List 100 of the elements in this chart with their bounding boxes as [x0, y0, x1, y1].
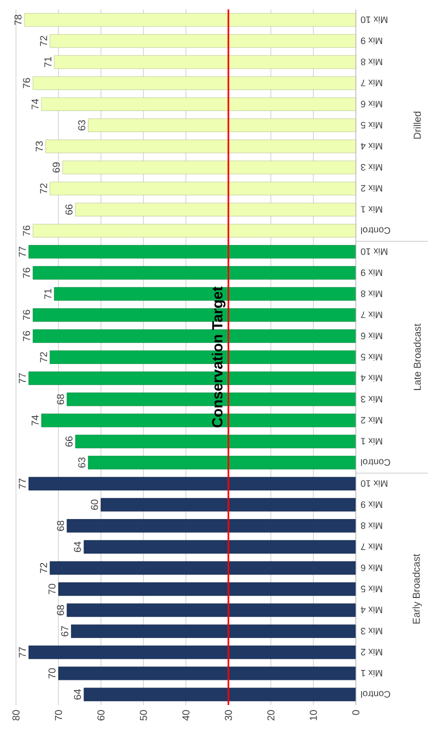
bar	[46, 140, 356, 154]
y-tick-label: Control	[361, 691, 390, 698]
bar	[75, 202, 356, 216]
data-label: 64	[74, 689, 82, 700]
bar	[66, 519, 356, 533]
bar	[32, 224, 356, 238]
x-tick-label: 70	[55, 710, 62, 720]
y-tick-label: Mix 4	[360, 606, 382, 614]
y-tick-label: Mix 8	[361, 58, 382, 66]
y-tick-label: Mix 3	[361, 164, 382, 171]
data-label: 77	[19, 647, 26, 658]
data-label: 76	[23, 330, 30, 342]
y-tick-label: Mix 10	[360, 480, 388, 488]
data-label: 68	[57, 605, 64, 616]
y-tick-label: Control	[361, 227, 390, 234]
bar	[75, 434, 356, 448]
data-label: 71	[44, 56, 52, 68]
bar	[41, 97, 356, 111]
y-tick-label: Mix 1	[361, 206, 382, 213]
y-tick-label: Mix 8	[361, 522, 382, 530]
bar	[28, 476, 356, 490]
y-tick-label: Mix 5	[361, 354, 382, 361]
data-label: 72	[40, 183, 48, 194]
data-label: 66	[66, 204, 73, 215]
y-tick-label: Mix 5	[361, 586, 382, 592]
y-tick-label: Mix 1	[361, 670, 382, 677]
bar	[24, 13, 356, 27]
y-tick-label: Mix 7	[361, 312, 382, 318]
data-label: 71	[44, 288, 52, 299]
y-tick-label: Mix 7	[361, 80, 382, 86]
bar	[32, 76, 356, 90]
y-tick-label: Mix 9	[361, 501, 382, 508]
y-tick-label: Mix 2	[361, 185, 382, 192]
data-label: 78	[14, 14, 22, 25]
data-label: 63	[78, 120, 86, 130]
data-label: 77	[19, 373, 26, 384]
x-tick-label: 0	[352, 710, 360, 715]
bar	[88, 456, 356, 470]
y-tick-label: Mix 8	[361, 290, 382, 298]
bar	[71, 624, 356, 638]
data-label: 73	[36, 141, 43, 152]
y-tick-label: Control	[361, 459, 390, 466]
y-tick-label: Mix 4	[360, 142, 382, 150]
y-tick-label: Mix 2	[361, 417, 382, 424]
y-tick-label: Mix 6	[361, 564, 382, 572]
data-label: 76	[23, 226, 30, 236]
data-label: 77	[19, 478, 26, 489]
bar	[66, 603, 356, 617]
bar	[100, 498, 356, 512]
data-label: 77	[19, 246, 26, 257]
data-label: 69	[52, 162, 60, 172]
bar	[88, 118, 356, 132]
data-label: 70	[48, 668, 56, 678]
bar	[50, 561, 356, 575]
bar	[50, 182, 356, 196]
data-label: 64	[74, 542, 82, 552]
data-label: 66	[66, 436, 73, 447]
x-tick-label: 50	[140, 710, 148, 720]
bar	[54, 55, 356, 69]
y-tick-label: Mix 7	[361, 544, 382, 550]
x-tick-label: 80	[12, 710, 20, 720]
bar	[32, 266, 356, 280]
data-label: 74	[32, 415, 39, 426]
y-tick-label: Mix 6	[361, 332, 382, 340]
data-label: 68	[57, 520, 64, 531]
text: Drilled	[414, 112, 421, 139]
data-label: 76	[23, 310, 30, 320]
y-tick-label: Mix 10	[360, 16, 388, 24]
ref-line-label: Conservation Target	[212, 286, 226, 428]
y-tick-label: Mix 4	[360, 374, 382, 382]
data-label: 60	[91, 500, 98, 510]
data-label: 72	[40, 562, 48, 574]
bar	[84, 688, 356, 702]
y-tick-label: Mix 6	[361, 100, 382, 108]
data-label: 72	[40, 352, 48, 362]
text: Early Broadcast	[412, 554, 422, 624]
data-label: 63	[78, 457, 86, 468]
y-tick-label: Mix 3	[361, 628, 382, 635]
bar	[58, 582, 356, 596]
x-tick-label: 40	[182, 710, 190, 721]
x-tick-label: 20	[267, 710, 275, 720]
text: Late Broadcast	[414, 324, 421, 390]
data-label: 72	[40, 36, 48, 46]
y-tick-label: Mix 1	[361, 438, 382, 445]
x-tick-label: 30	[224, 710, 232, 720]
y-tick-label: Mix 3	[361, 396, 382, 403]
data-label: 68	[57, 394, 64, 404]
data-label: 76	[23, 268, 30, 278]
bar	[58, 666, 356, 680]
bar	[62, 160, 356, 174]
data-label: 74	[32, 98, 39, 110]
data-label: 67	[61, 626, 68, 636]
y-tick-label: Mix 10	[360, 248, 388, 256]
data-label: 76	[23, 78, 30, 88]
x-tick-label: 10	[310, 710, 317, 720]
bar	[28, 245, 356, 259]
y-tick-label: Mix 9	[361, 38, 382, 44]
y-tick-label: Mix 5	[361, 122, 382, 129]
bar	[28, 646, 356, 660]
bar	[84, 540, 356, 554]
